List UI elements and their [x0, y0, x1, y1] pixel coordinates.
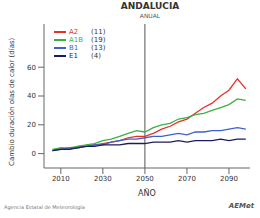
html-text:(13): (13) [91, 44, 106, 52]
html-text:A2: A2 [69, 28, 79, 36]
svg-text:2070: 2070 [178, 175, 196, 183]
svg-text:20: 20 [27, 121, 36, 129]
svg-text:Cambio duración olas de calor: Cambio duración olas de calor (días) [8, 37, 16, 166]
html-text:(4): (4) [91, 52, 101, 60]
svg-text:2090: 2090 [220, 175, 238, 183]
html-text:Agencia Estatal de Meteorologí: Agencia Estatal de Meteorología [4, 204, 85, 210]
html-text:A1B: A1B [69, 36, 83, 44]
svg-text:60: 60 [27, 64, 36, 72]
svg-text:2050: 2050 [136, 175, 154, 183]
html-text:ANDALUCIA: ANDALUCIA [120, 1, 180, 11]
svg-text:AÑO: AÑO [138, 188, 156, 198]
html-text:ANUAL: ANUAL [139, 12, 161, 19]
html-text:(19): (19) [91, 36, 106, 44]
svg-text:2010: 2010 [52, 175, 70, 183]
svg-text:2030: 2030 [94, 175, 112, 183]
svg-text:40: 40 [27, 92, 36, 100]
html-text:AEMet: AEMet [228, 202, 254, 210]
html-text:(11): (11) [91, 28, 106, 36]
svg-text:0: 0 [32, 150, 36, 158]
html-text:B1: B1 [69, 44, 79, 52]
html-text:E1: E1 [69, 52, 78, 60]
